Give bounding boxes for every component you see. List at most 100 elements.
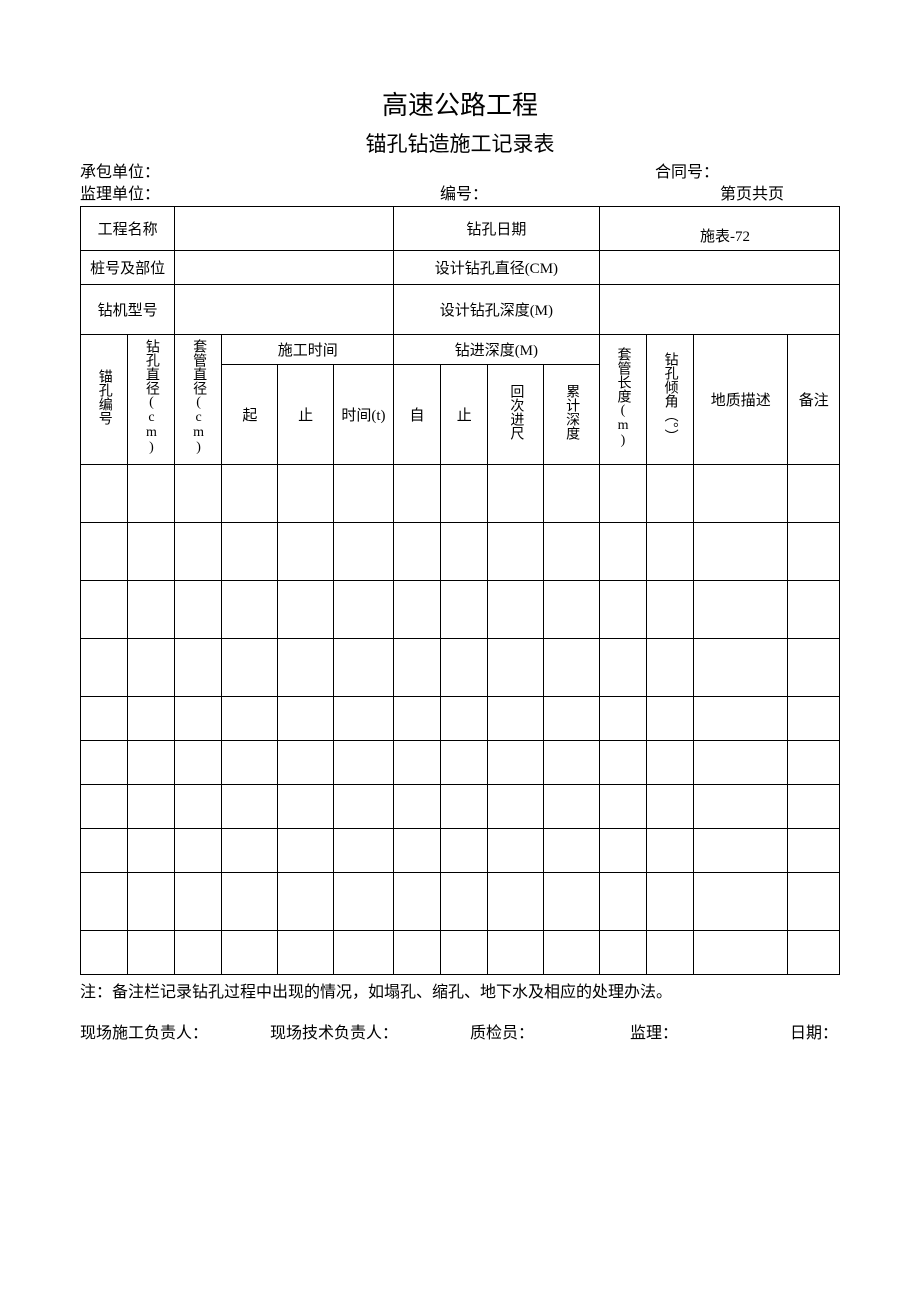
cell[interactable] [222,931,278,975]
cell[interactable] [393,829,440,873]
cell[interactable] [128,931,175,975]
cell[interactable] [694,873,788,931]
cell[interactable] [393,785,440,829]
cell[interactable] [333,697,393,741]
cell[interactable] [278,829,334,873]
cell[interactable] [599,741,646,785]
cell[interactable] [694,581,788,639]
cell[interactable] [544,465,600,523]
cell[interactable] [646,581,693,639]
cell[interactable] [694,523,788,581]
cell[interactable] [788,465,840,523]
cell[interactable] [488,829,544,873]
cell[interactable] [599,785,646,829]
cell[interactable] [646,873,693,931]
cell[interactable] [544,741,600,785]
cell[interactable] [788,581,840,639]
cell[interactable] [599,829,646,873]
cell[interactable] [544,523,600,581]
cell[interactable] [393,741,440,785]
cell[interactable] [646,785,693,829]
cell[interactable] [646,697,693,741]
cell[interactable] [333,581,393,639]
cell[interactable] [646,741,693,785]
cell[interactable] [646,829,693,873]
cell[interactable] [333,465,393,523]
cell[interactable] [278,873,334,931]
pile-location-value[interactable] [175,251,394,285]
cell[interactable] [278,639,334,697]
cell[interactable] [393,523,440,581]
cell[interactable] [694,741,788,785]
cell[interactable] [222,741,278,785]
cell[interactable] [222,785,278,829]
design-depth-value[interactable] [599,285,839,335]
cell[interactable] [222,697,278,741]
cell[interactable] [788,697,840,741]
cell[interactable] [393,697,440,741]
cell[interactable] [278,465,334,523]
cell[interactable] [694,639,788,697]
cell[interactable] [599,465,646,523]
cell[interactable] [393,639,440,697]
cell[interactable] [694,785,788,829]
cell[interactable] [81,639,128,697]
cell[interactable] [694,465,788,523]
cell[interactable] [278,581,334,639]
cell[interactable] [222,581,278,639]
cell[interactable] [175,931,222,975]
cell[interactable] [694,829,788,873]
cell[interactable] [128,741,175,785]
cell[interactable] [175,785,222,829]
cell[interactable] [81,785,128,829]
cell[interactable] [128,581,175,639]
cell[interactable] [128,873,175,931]
cell[interactable] [544,931,600,975]
cell[interactable] [81,873,128,931]
cell[interactable] [694,931,788,975]
cell[interactable] [488,465,544,523]
cell[interactable] [441,465,488,523]
cell[interactable] [81,829,128,873]
cell[interactable] [393,581,440,639]
cell[interactable] [488,931,544,975]
cell[interactable] [278,523,334,581]
cell[interactable] [441,741,488,785]
cell[interactable] [544,639,600,697]
cell[interactable] [488,785,544,829]
drill-model-value[interactable] [175,285,394,335]
cell[interactable] [222,829,278,873]
cell[interactable] [544,785,600,829]
cell[interactable] [788,873,840,931]
project-name-value[interactable] [175,207,394,251]
cell[interactable] [599,581,646,639]
cell[interactable] [544,581,600,639]
cell[interactable] [393,931,440,975]
cell[interactable] [175,873,222,931]
cell[interactable] [333,741,393,785]
cell[interactable] [441,523,488,581]
cell[interactable] [128,523,175,581]
cell[interactable] [646,931,693,975]
cell[interactable] [128,697,175,741]
cell[interactable] [599,697,646,741]
cell[interactable] [81,581,128,639]
cell[interactable] [175,741,222,785]
cell[interactable] [128,785,175,829]
cell[interactable] [441,785,488,829]
cell[interactable] [441,697,488,741]
cell[interactable] [128,639,175,697]
cell[interactable] [128,829,175,873]
cell[interactable] [599,639,646,697]
cell[interactable] [488,873,544,931]
cell[interactable] [788,785,840,829]
cell[interactable] [81,931,128,975]
cell[interactable] [788,931,840,975]
cell[interactable] [278,931,334,975]
cell[interactable] [81,465,128,523]
cell[interactable] [81,697,128,741]
cell[interactable] [441,581,488,639]
cell[interactable] [646,523,693,581]
cell[interactable] [175,581,222,639]
cell[interactable] [175,639,222,697]
